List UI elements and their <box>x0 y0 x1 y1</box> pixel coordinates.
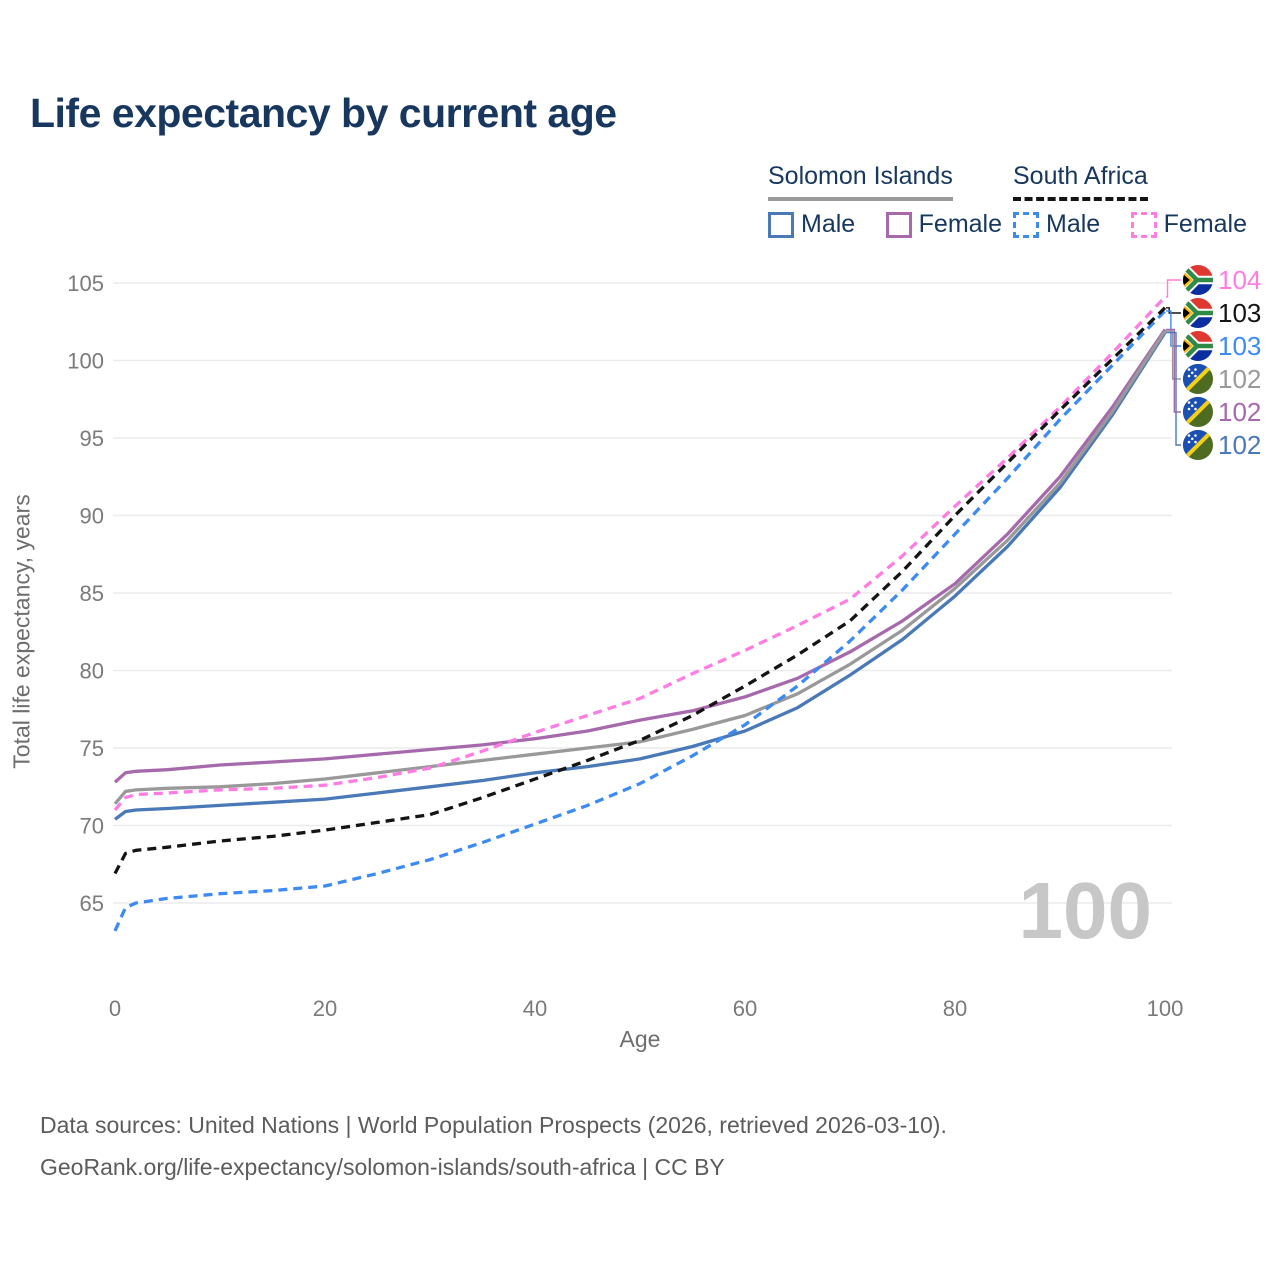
legend-item-southafrica-male[interactable]: Male <box>1013 210 1100 239</box>
page-title: Life expectancy by current age <box>30 90 617 136</box>
footer-attribution: GeoRank.org/life-expectancy/solomon-isla… <box>40 1154 725 1180</box>
legend-items-solomon-islands: Male Female <box>768 210 1028 243</box>
x-tick-label-100: 100 <box>1147 996 1184 1021</box>
southafrica-female-swatch-icon <box>1130 211 1157 238</box>
end-value-si-total: 102 <box>1218 364 1261 394</box>
y-tick-label-105: 105 <box>67 271 104 296</box>
legend-label-southafrica-female: Female <box>1163 210 1248 238</box>
end-value-sa-total: 103 <box>1218 298 1261 328</box>
legend-item-solomon-female[interactable]: Female <box>885 210 1003 239</box>
y-tick-label-85: 85 <box>80 581 104 606</box>
series-line-sa-total[interactable] <box>113 306 1167 875</box>
legend-group-south-africa: South Africa Male Female <box>1013 162 1273 243</box>
y-tick-label-80: 80 <box>80 659 104 684</box>
legend-country-south-africa[interactable]: South Africa <box>1013 162 1148 201</box>
end-value-si-female: 102 <box>1218 397 1261 427</box>
series-line-si-total[interactable] <box>113 330 1167 805</box>
legend-country-solomon-islands[interactable]: Solomon Islands <box>768 162 953 201</box>
end-value-sa-female: 104 <box>1218 265 1261 295</box>
solomon-female-swatch-icon <box>885 211 912 238</box>
legend-item-solomon-male[interactable]: Male <box>768 210 855 239</box>
legend-item-southafrica-female[interactable]: Female <box>1130 210 1248 239</box>
south-africa-flag-icon <box>1179 262 1215 298</box>
series-line-sa-male[interactable] <box>113 309 1167 932</box>
solomon-islands-flag-icon <box>1183 397 1213 427</box>
series-line-si-female[interactable] <box>113 328 1167 784</box>
end-connector-sa-male <box>1166 310 1181 347</box>
series-line-sa-female[interactable] <box>113 295 1167 812</box>
end-connector-si-total <box>1166 330 1181 380</box>
legend-group-solomon-islands: Solomon Islands Male Female <box>768 162 1028 243</box>
y-axis-title: Total life expectancy, years <box>8 494 35 769</box>
solomon-islands-flag-icon <box>1183 364 1213 394</box>
x-tick-label-60: 60 <box>733 996 757 1021</box>
south-africa-flag-icon <box>1179 295 1215 331</box>
legend-label-solomon-female: Female <box>918 210 1003 238</box>
legend-label-southafrica-male: Male <box>1046 210 1101 238</box>
x-tick-label-40: 40 <box>523 996 547 1021</box>
y-tick-label-75: 75 <box>80 736 104 761</box>
y-tick-label-65: 65 <box>80 891 104 916</box>
y-tick-label-70: 70 <box>80 814 104 839</box>
solomon-male-swatch-icon <box>768 211 794 238</box>
footer: Data sources: United Nations | World Pop… <box>40 1104 947 1188</box>
series-line-si-male[interactable] <box>114 331 1167 821</box>
footer-data-sources: Data sources: United Nations | World Pop… <box>40 1112 947 1138</box>
x-tick-label-80: 80 <box>943 996 967 1021</box>
end-connector-si-male <box>1166 331 1181 446</box>
x-tick-label-0: 0 <box>109 996 121 1021</box>
legend-label-solomon-male: Male <box>801 210 856 238</box>
y-tick-label-90: 90 <box>80 504 104 529</box>
end-value-sa-male: 103 <box>1218 331 1261 361</box>
end-connector-si-female <box>1166 328 1181 413</box>
x-axis-title: Age <box>619 1026 661 1052</box>
y-tick-label-100: 100 <box>67 349 104 374</box>
y-tick-label-95: 95 <box>80 426 104 451</box>
end-connector-sa-female <box>1166 279 1181 298</box>
solomon-islands-flag-icon <box>1183 430 1213 460</box>
age-watermark: 100 <box>1019 866 1152 955</box>
south-africa-flag-icon <box>1179 328 1215 364</box>
legend-items-south-africa: Male Female <box>1013 210 1273 243</box>
southafrica-male-swatch-icon <box>1013 211 1039 238</box>
end-value-si-male: 102 <box>1218 430 1261 460</box>
x-tick-label-20: 20 <box>313 996 337 1021</box>
